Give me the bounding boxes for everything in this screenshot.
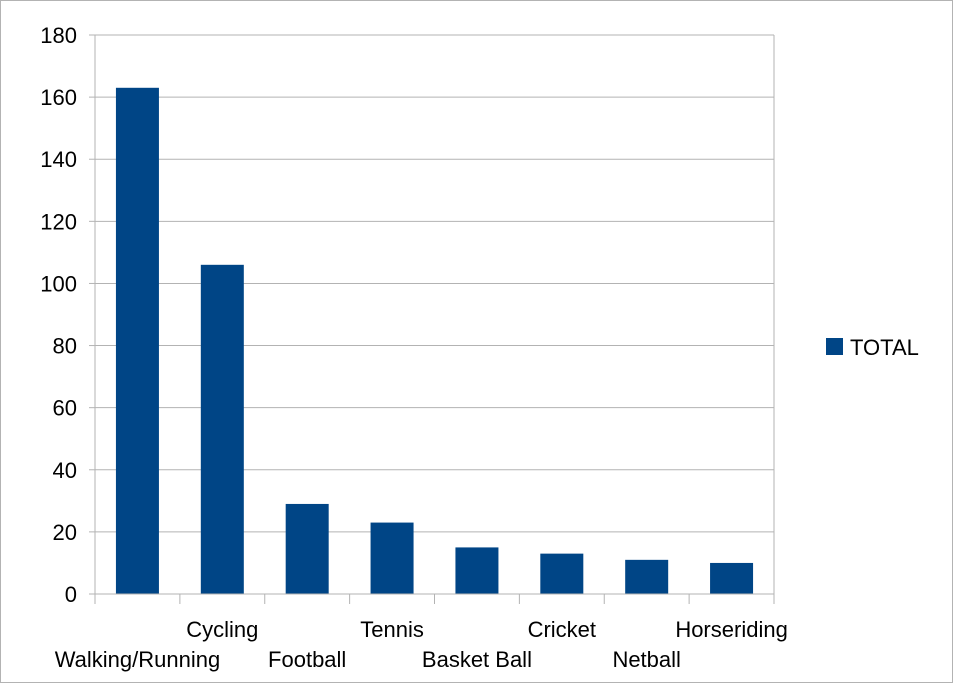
legend: TOTAL <box>826 335 919 360</box>
x-tick-label: Netball <box>612 647 680 672</box>
y-tick-label: 0 <box>65 582 77 607</box>
x-tick-label: Basket Ball <box>422 647 532 672</box>
legend-swatch <box>826 338 843 355</box>
bar-netball <box>625 559 669 594</box>
x-tick-label: Tennis <box>360 617 424 642</box>
bar-tennis <box>370 522 414 594</box>
legend-label: TOTAL <box>850 335 919 360</box>
grid-lines <box>95 34 775 594</box>
y-tick-label: 100 <box>40 271 77 296</box>
bars <box>115 87 754 595</box>
x-tick-label: Cycling <box>186 617 258 642</box>
bar-basket-ball <box>455 547 499 594</box>
y-tick-label: 80 <box>53 334 77 359</box>
x-tick-label: Football <box>268 647 346 672</box>
y-tick-label: 40 <box>53 458 77 483</box>
y-tick-label: 60 <box>53 396 77 421</box>
x-tick-labels: Walking/Running Cycling Football Tennis Bask… <box>55 617 788 672</box>
y-tick-label: 120 <box>40 209 77 234</box>
x-tick-label: Horseriding <box>675 617 788 642</box>
bar-football <box>285 503 329 594</box>
x-tick-label: Cricket <box>528 617 596 642</box>
y-tick-label: 180 <box>40 23 77 48</box>
bar-horseriding <box>710 562 754 594</box>
axes <box>89 34 775 604</box>
y-tick-label: 160 <box>40 85 77 110</box>
y-tick-label: 140 <box>40 147 77 172</box>
y-tick-labels: 0 20 40 60 80 100 120 140 160 180 <box>40 23 77 607</box>
bar-walking-running <box>115 87 159 595</box>
bar-cricket <box>540 553 584 594</box>
x-tick-label: Walking/Running <box>55 647 221 672</box>
y-tick-label: 20 <box>53 520 77 545</box>
bar-cycling <box>200 264 244 594</box>
